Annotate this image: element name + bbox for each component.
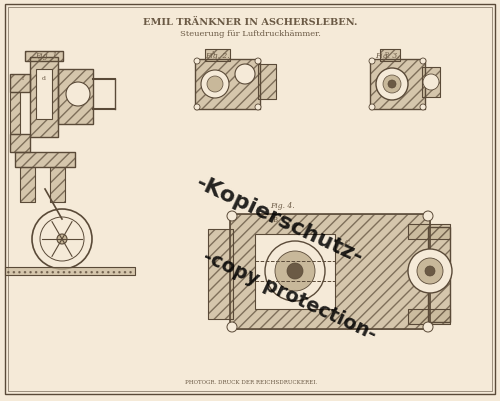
Bar bbox=[30, 58, 58, 138]
Bar bbox=[58, 70, 93, 125]
Text: Fig. 3.: Fig. 3. bbox=[375, 52, 400, 60]
Bar bbox=[230, 215, 430, 329]
Text: p: p bbox=[385, 51, 389, 56]
Bar bbox=[195, 60, 260, 110]
Text: k: k bbox=[38, 58, 42, 63]
Circle shape bbox=[227, 322, 237, 332]
Bar bbox=[25, 52, 63, 62]
Circle shape bbox=[40, 217, 84, 261]
Circle shape bbox=[275, 251, 315, 291]
Bar bbox=[408, 225, 450, 239]
Bar bbox=[58, 70, 93, 125]
Circle shape bbox=[66, 83, 90, 107]
Text: Fig. 4.: Fig. 4. bbox=[270, 201, 294, 209]
Bar bbox=[370, 60, 425, 110]
Circle shape bbox=[32, 209, 92, 269]
Bar bbox=[20, 168, 35, 203]
Circle shape bbox=[408, 249, 452, 293]
Circle shape bbox=[417, 258, 443, 284]
Circle shape bbox=[388, 81, 396, 89]
Bar bbox=[10, 93, 20, 135]
Circle shape bbox=[255, 59, 261, 65]
Text: Steuerung für Luftdruckhämmer.: Steuerung für Luftdruckhämmer. bbox=[180, 30, 320, 38]
Bar bbox=[30, 58, 58, 138]
Bar bbox=[15, 153, 75, 168]
Text: PHOTOGR. DRUCK DER REICHSDRUCKEREI.: PHOTOGR. DRUCK DER REICHSDRUCKEREI. bbox=[185, 379, 318, 384]
Text: Fig. 1.: Fig. 1. bbox=[35, 52, 59, 60]
Bar bbox=[15, 153, 75, 168]
Bar bbox=[25, 52, 63, 62]
Bar bbox=[50, 168, 65, 203]
Bar bbox=[380, 50, 400, 62]
Bar bbox=[10, 93, 20, 135]
Text: d: d bbox=[42, 76, 46, 81]
Bar bbox=[208, 229, 233, 319]
Bar bbox=[10, 75, 30, 93]
Text: B: B bbox=[273, 215, 278, 223]
Circle shape bbox=[376, 69, 408, 101]
Circle shape bbox=[420, 59, 426, 65]
Circle shape bbox=[423, 322, 433, 332]
Circle shape bbox=[369, 105, 375, 111]
Bar bbox=[258, 65, 276, 100]
Bar bbox=[205, 50, 230, 62]
Bar bbox=[380, 50, 400, 62]
Bar bbox=[205, 50, 230, 62]
Text: -copy protection-: -copy protection- bbox=[200, 246, 380, 343]
Circle shape bbox=[227, 211, 237, 221]
Bar bbox=[10, 75, 30, 93]
Bar bbox=[10, 135, 30, 153]
Circle shape bbox=[265, 241, 325, 301]
Bar bbox=[255, 235, 335, 309]
Bar bbox=[428, 227, 450, 322]
Bar bbox=[258, 65, 276, 100]
Circle shape bbox=[194, 105, 200, 111]
Bar bbox=[10, 135, 30, 153]
Text: f: f bbox=[22, 76, 24, 81]
Bar bbox=[422, 68, 440, 98]
Text: C: C bbox=[345, 239, 350, 246]
Bar bbox=[230, 215, 430, 329]
Text: A: A bbox=[210, 51, 214, 56]
Circle shape bbox=[235, 65, 255, 85]
Circle shape bbox=[369, 59, 375, 65]
Circle shape bbox=[423, 211, 433, 221]
Circle shape bbox=[383, 76, 401, 94]
Bar bbox=[370, 60, 425, 110]
Bar bbox=[20, 168, 35, 203]
Bar bbox=[5, 267, 135, 275]
Circle shape bbox=[255, 105, 261, 111]
Circle shape bbox=[423, 75, 439, 91]
Text: EMIL TRÄNKNER IN ASCHERSLEBEN.: EMIL TRÄNKNER IN ASCHERSLEBEN. bbox=[143, 18, 357, 27]
Circle shape bbox=[194, 59, 200, 65]
Circle shape bbox=[287, 263, 303, 279]
Text: -Kopierschutz-: -Kopierschutz- bbox=[193, 172, 367, 267]
Circle shape bbox=[420, 105, 426, 111]
Bar bbox=[50, 168, 65, 203]
Bar bbox=[408, 225, 450, 239]
Bar bbox=[428, 227, 450, 322]
Bar bbox=[195, 60, 260, 110]
Bar bbox=[5, 267, 135, 275]
Bar bbox=[408, 309, 450, 324]
Bar bbox=[408, 309, 450, 324]
Bar bbox=[422, 68, 440, 98]
Bar bbox=[208, 229, 233, 319]
Circle shape bbox=[207, 77, 223, 93]
Circle shape bbox=[57, 235, 67, 244]
Circle shape bbox=[201, 71, 229, 99]
Bar bbox=[36, 70, 52, 120]
Circle shape bbox=[425, 266, 435, 276]
Text: Fig. 2.: Fig. 2. bbox=[205, 52, 230, 60]
